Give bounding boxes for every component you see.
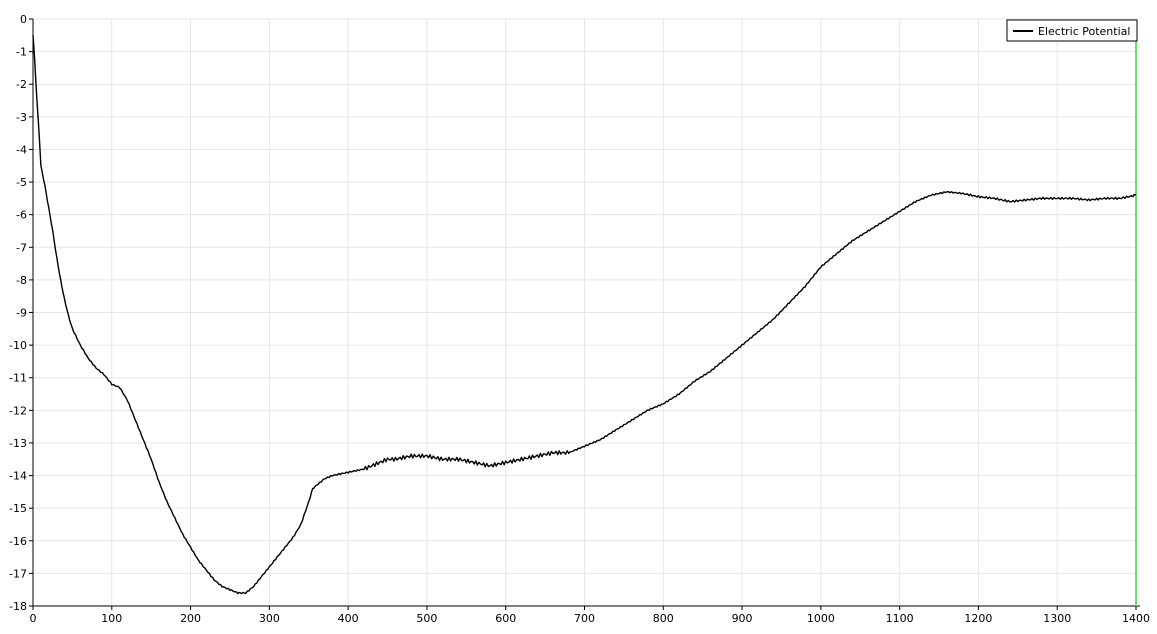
y-tick-label: -18 xyxy=(9,600,27,613)
x-tick-label: 100 xyxy=(101,612,122,625)
y-tick-label: -12 xyxy=(9,404,27,417)
y-tick-label: -15 xyxy=(9,502,27,515)
y-tick-label: -2 xyxy=(16,78,27,91)
y-tick-label: -9 xyxy=(16,307,27,320)
series-line-electric-potential xyxy=(32,35,1137,595)
x-tick-label: 1100 xyxy=(886,612,914,625)
y-tick-label: -5 xyxy=(16,176,27,189)
y-tick-label: -4 xyxy=(16,143,27,156)
legend: Electric Potential xyxy=(1006,19,1138,42)
x-tick-label: 500 xyxy=(416,612,437,625)
y-tick-label: -8 xyxy=(16,274,27,287)
y-tick-label: -10 xyxy=(9,339,27,352)
x-tick-label: 600 xyxy=(495,612,516,625)
y-tick-label: -17 xyxy=(9,567,27,580)
y-tick-label: -6 xyxy=(16,209,27,222)
x-tick-label: 400 xyxy=(338,612,359,625)
grid xyxy=(32,18,1137,607)
axes: 0 100 200 300 400 500 600 700 800 900 1000 1100 1200… xyxy=(9,13,1150,625)
x-tick-label: 900 xyxy=(732,612,753,625)
series-layer xyxy=(32,35,1137,595)
x-tick-label: 300 xyxy=(259,612,280,625)
y-tick-label: -7 xyxy=(16,241,27,254)
x-tick-label: 1000 xyxy=(807,612,835,625)
y-tick-label: -14 xyxy=(9,470,27,483)
x-tick-label: 1300 xyxy=(1043,612,1071,625)
y-tick-label: -13 xyxy=(9,437,27,450)
legend-label: Electric Potential xyxy=(1038,25,1130,38)
x-tick-label: 0 xyxy=(30,612,37,625)
x-tick-label: 1200 xyxy=(964,612,992,625)
x-tick-label: 700 xyxy=(574,612,595,625)
y-tick-label: -11 xyxy=(9,372,27,385)
x-tick-label: 1400 xyxy=(1122,612,1150,625)
y-tick-label: 0 xyxy=(20,13,27,26)
y-tick-label: -16 xyxy=(9,535,27,548)
legend-box xyxy=(1006,19,1138,42)
x-tick-label: 200 xyxy=(180,612,201,625)
y-tick-label: -3 xyxy=(16,111,27,124)
x-tick-label: 800 xyxy=(653,612,674,625)
y-tick-label: -1 xyxy=(16,46,27,59)
